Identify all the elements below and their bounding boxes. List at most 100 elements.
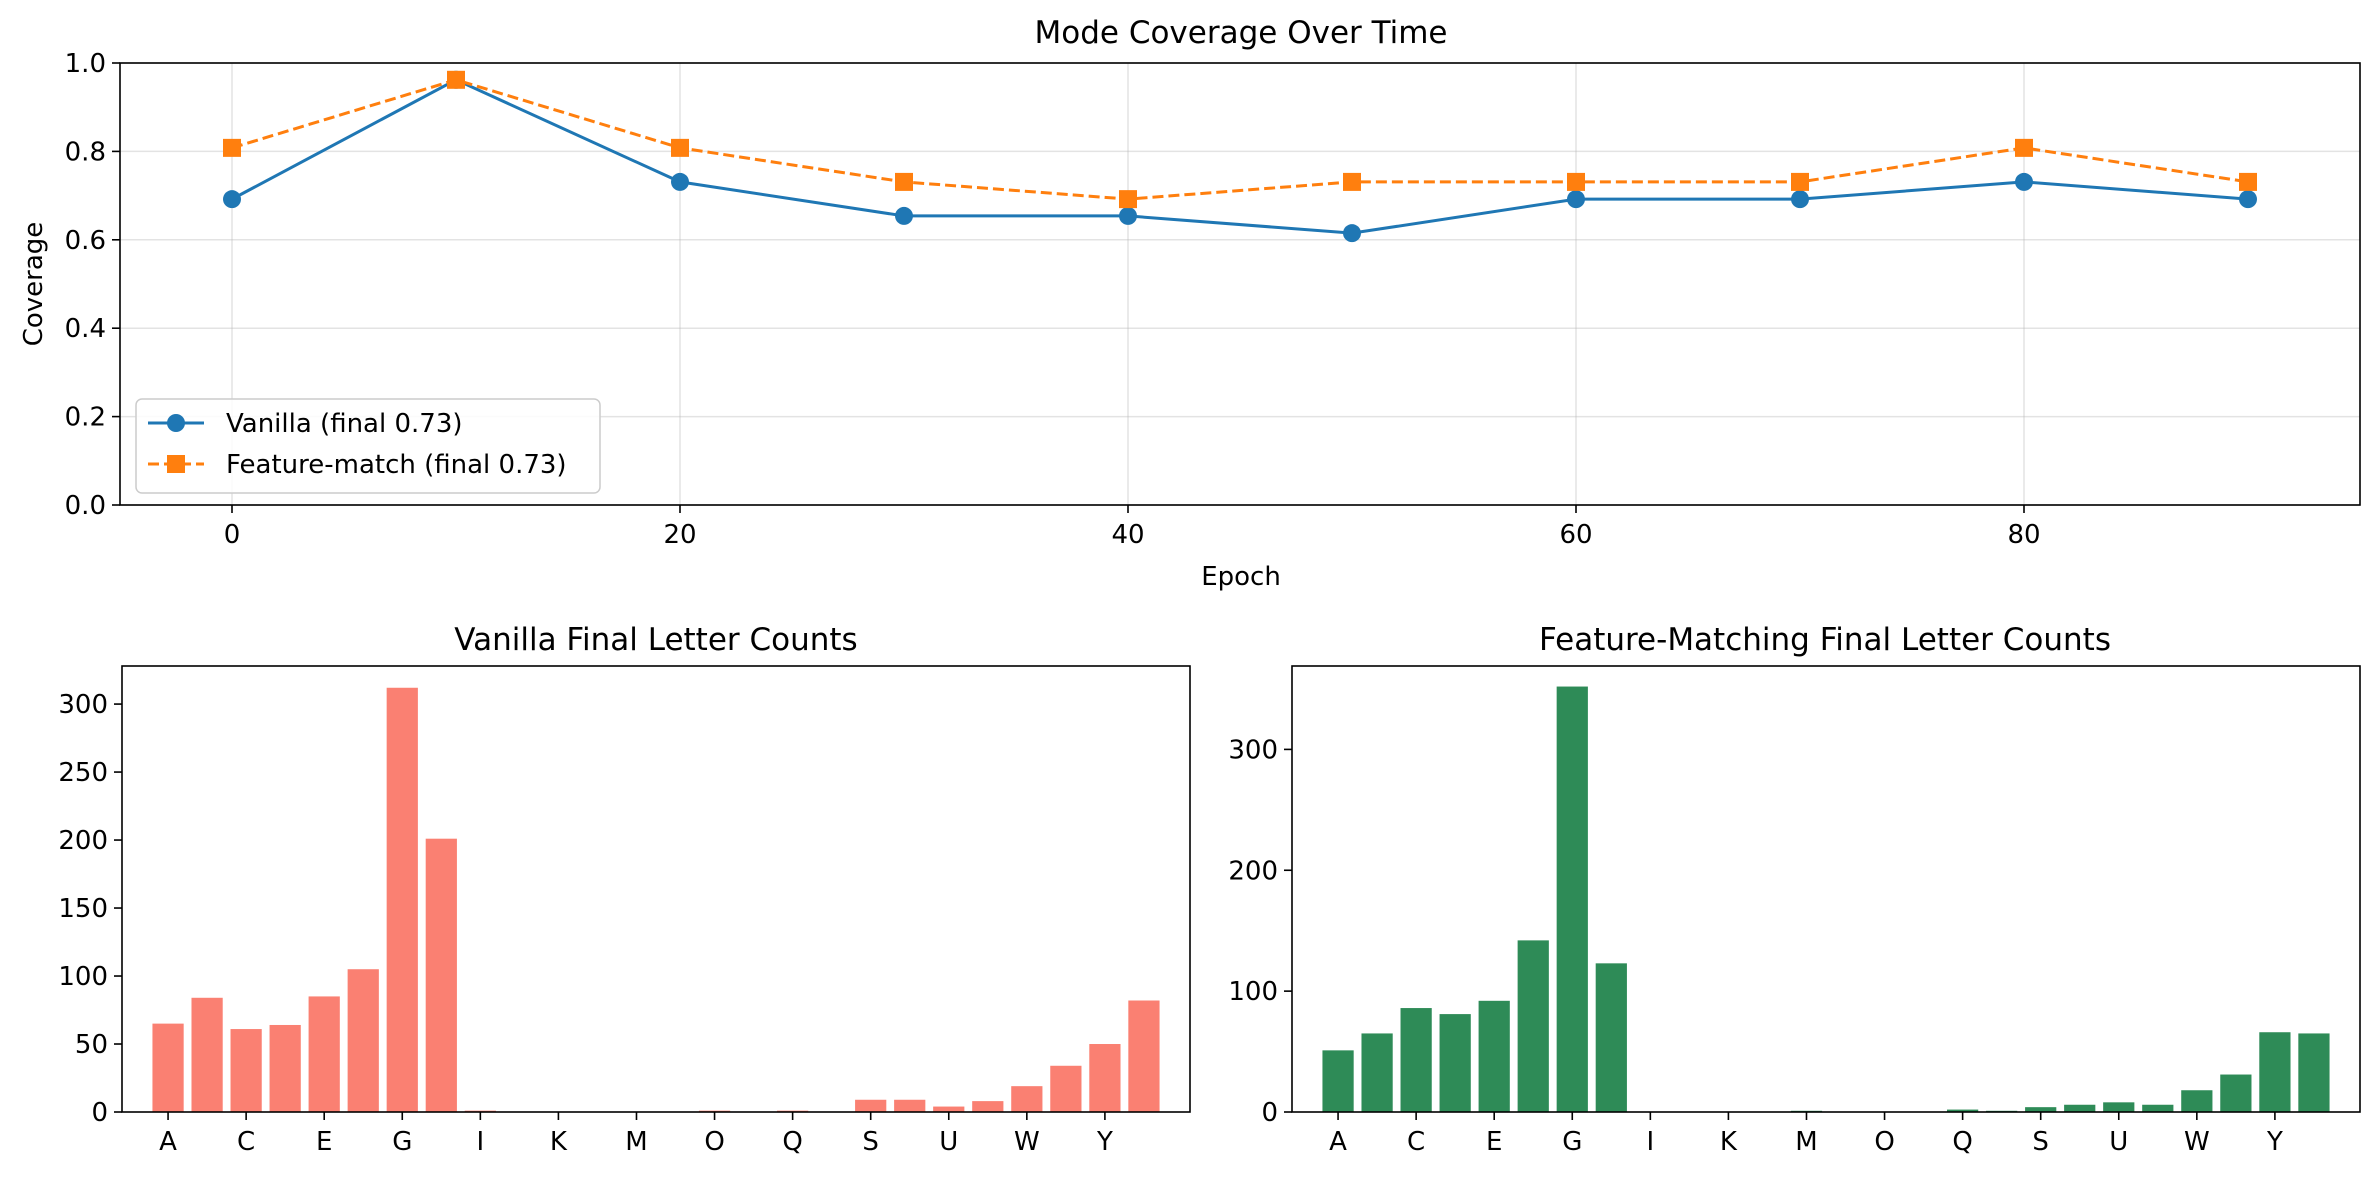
vanilla-bars [152,687,1160,1112]
x-tick-label: S [2032,1127,2049,1157]
bar-H [1595,963,1627,1112]
x-tick-label: 20 [663,520,696,550]
bar-E [308,996,340,1112]
x-tick-label: M [1795,1127,1817,1157]
bar-C [1400,1008,1432,1112]
y-tick-label: 0.0 [65,491,106,521]
bar-G [1556,686,1588,1112]
x-tick-label: A [159,1127,177,1157]
bar-B [191,997,223,1112]
y-tick-label: 0.6 [65,226,106,256]
bar-W [1011,1086,1043,1112]
series-line-feature-match [231,78,2249,201]
bar-D [1439,1014,1471,1112]
x-tick-label: E [1486,1127,1502,1157]
data-point-vanilla [895,206,913,225]
data-point-feature-match [671,138,689,157]
legend-label-vanilla: Vanilla (final 0.73) [226,409,463,439]
coverage-line-chart: Mode Coverage Over Time 0 20 40 60 80 0.0 0.2… [19,15,2361,592]
y-tick-label: 100 [1228,977,1278,1007]
data-point-feature-match [2239,172,2257,191]
x-tick-label: Y [2266,1127,2283,1157]
bar-C [230,1029,262,1112]
line-chart-x-label: Epoch [1201,562,1281,592]
bar-U [2103,1102,2135,1112]
data-point-feature-match [447,70,465,89]
x-tick-label: U [939,1127,958,1157]
data-point-feature-match [1791,172,1809,191]
bar-V [972,1101,1004,1112]
bar-Y [2259,1032,2291,1112]
feature-matching-bars [1322,686,2330,1112]
x-tick-label: 40 [1111,520,1144,550]
y-tick-label: 100 [58,962,108,992]
feature-matching-bar-chart-title: Feature-Matching Final Letter Counts [1539,622,2111,658]
y-tick-label: 0 [1261,1098,1278,1128]
x-tick-label: Y [1096,1127,1113,1157]
x-tick-label: W [2184,1127,2210,1157]
data-point-vanilla [223,190,241,209]
bar-X [1050,1065,1082,1112]
y-tick-label: 300 [1228,735,1278,765]
x-tick-label: I [477,1127,485,1157]
y-tick-label: 0.8 [65,137,106,167]
legend-marker-feature-match [167,455,185,473]
x-tick-label: K [550,1127,568,1157]
bar-W [2181,1090,2213,1112]
bar-D [269,1024,301,1112]
x-tick-label: G [1562,1127,1582,1157]
x-tick-label: E [316,1127,332,1157]
bar-Y [1089,1044,1121,1112]
vanilla-y-ticks: 0 50 100 150 200 250 300 [58,690,122,1128]
y-tick-label: 0.4 [65,314,106,344]
data-point-vanilla [1567,190,1585,209]
data-point-feature-match [1343,172,1361,191]
legend-box [135,398,601,494]
y-tick-label: 0.2 [65,403,106,433]
bar-B [1361,1033,1393,1112]
bar-U [933,1106,965,1112]
bar-A [152,1023,184,1112]
y-tick-label: 0 [91,1098,108,1128]
y-tick-label: 200 [1228,856,1278,886]
legend-marker-vanilla [167,414,185,432]
y-tick-label: 50 [75,1030,108,1060]
line-chart-legend: Vanilla (final 0.73) Feature-match (fina… [135,398,601,494]
x-tick-label: C [237,1127,255,1157]
line-chart-title: Mode Coverage Over Time [1035,15,1448,51]
bar-F [347,969,379,1112]
series-line-vanilla [231,78,2249,235]
bar-X [2220,1074,2252,1112]
x-tick-label: 80 [2007,520,2040,550]
y-tick-label: 250 [58,758,108,788]
bar-G [386,687,418,1112]
x-tick-label: 60 [1559,520,1592,550]
y-tick-label: 300 [58,690,108,720]
bar-H [425,838,457,1112]
y-tick-label: 200 [58,826,108,856]
line-chart-y-ticks: 0.0 0.2 0.4 0.6 0.8 1.0 [65,49,120,521]
x-tick-label: K [1720,1127,1738,1157]
data-point-vanilla [1119,206,1137,225]
x-tick-label: I [1647,1127,1655,1157]
line-chart-axes-frame [119,62,2361,506]
bar-Q [1947,1109,1979,1112]
bar-T [894,1099,926,1112]
bar-S [855,1099,887,1112]
x-tick-label: U [2109,1127,2128,1157]
y-tick-label: 150 [58,894,108,924]
x-tick-label: 0 [224,520,241,550]
x-tick-label: Q [782,1127,802,1157]
data-point-feature-match [895,172,913,191]
bar-F [1517,940,1549,1112]
x-tick-label: O [1874,1127,1894,1157]
line-chart-x-ticks: 0 20 40 60 80 [224,505,2041,550]
y-tick-label: 1.0 [65,49,106,79]
data-point-feature-match [1119,190,1137,209]
x-tick-label: W [1014,1127,1040,1157]
bar-E [1478,1000,1510,1112]
feature-matching-y-ticks: 0 100 200 300 [1228,735,1292,1128]
bar-Z [1128,1000,1160,1112]
